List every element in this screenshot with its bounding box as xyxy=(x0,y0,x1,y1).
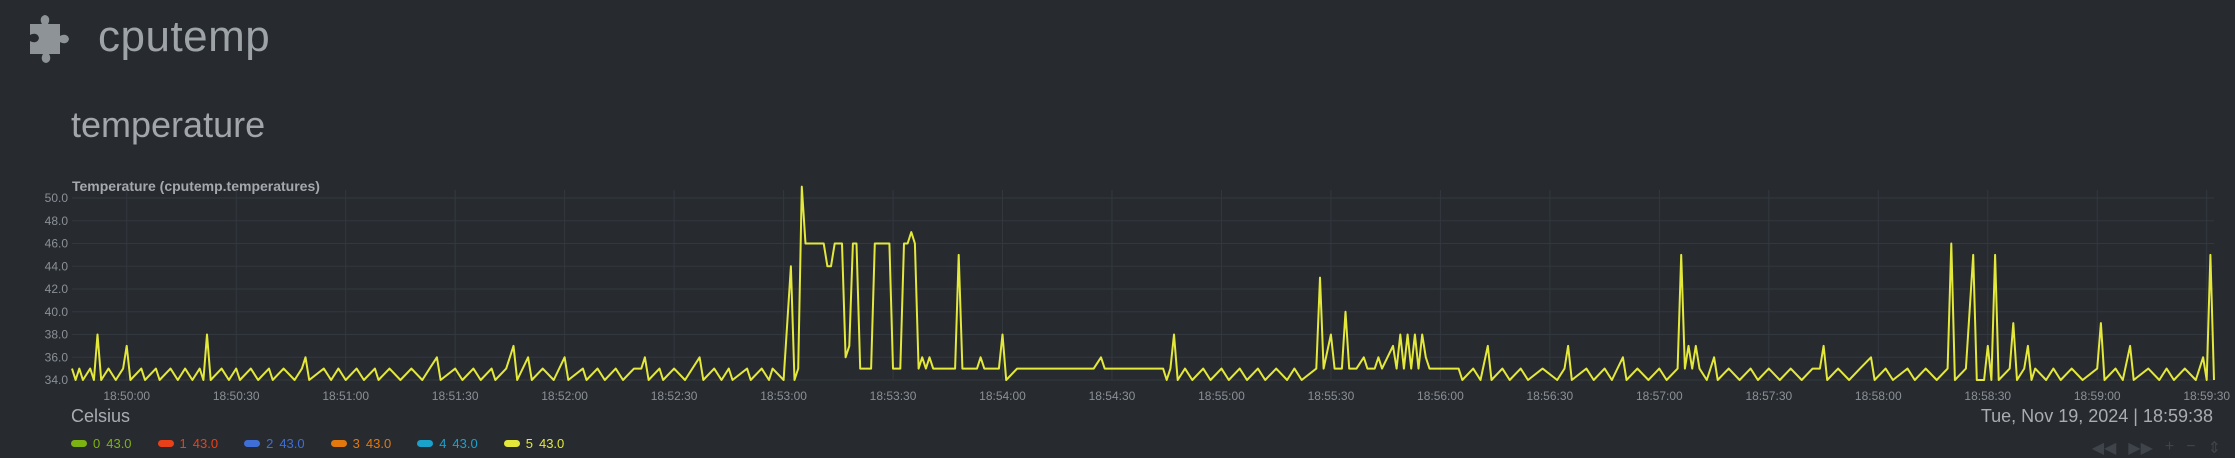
temperature-chart[interactable]: Temperature (cputemp.temperatures) 34.0 3… xyxy=(0,174,2235,458)
x-tick-label: 18:54:00 xyxy=(979,389,1026,403)
legend-value: 43.0 xyxy=(538,436,565,451)
legend-name: 0 xyxy=(93,436,101,451)
legend-name: 1 xyxy=(179,436,187,451)
pan-forward-icon[interactable]: ▶▶ xyxy=(2128,440,2153,457)
legend-value: 43.0 xyxy=(106,436,132,451)
zoom-in-icon[interactable]: + xyxy=(2164,438,2175,455)
x-tick-label: 18:56:30 xyxy=(1527,389,1574,403)
y-tick-label: 50.0 xyxy=(45,191,69,205)
legend-item-1[interactable]: 1 43.0 xyxy=(157,436,219,451)
legend-value: 43.0 xyxy=(279,436,305,451)
legend-name: 2 xyxy=(266,436,274,451)
pan-back-icon[interactable]: ◀◀ xyxy=(2091,440,2117,457)
datetime-label: Tue, Nov 19, 2024 | 18:59:38 xyxy=(1980,406,2213,426)
resize-icon[interactable]: ⇕ xyxy=(2207,440,2221,457)
x-tick-label: 18:50:00 xyxy=(103,389,150,403)
x-tick-label: 18:52:30 xyxy=(651,389,698,403)
x-tick-label: 18:51:00 xyxy=(322,389,369,403)
x-tick-label: 18:59:30 xyxy=(2183,389,2230,403)
legend-item-0[interactable]: 0 43.0 xyxy=(71,436,132,451)
x-tick-label: 18:55:00 xyxy=(1198,389,1245,403)
y-tick-label: 36.0 xyxy=(45,350,69,364)
legend-value: 43.0 xyxy=(452,436,478,451)
legend-swatch xyxy=(244,440,261,447)
legend-swatch xyxy=(417,440,434,447)
chart-canvas[interactable]: 34.0 36.0 38.0 40.0 42.0 44.0 46.0 48.0 50.0 18:5… xyxy=(0,174,2235,406)
legend-name: 4 xyxy=(439,436,447,451)
app-title: cputemp xyxy=(98,12,271,61)
chart-nav-controls: ◀◀ ▶▶ + − ⇕ xyxy=(2092,438,2221,458)
legend-swatch xyxy=(71,440,87,447)
y-tick-label: 48.0 xyxy=(45,214,69,228)
x-tick-label: 18:56:00 xyxy=(1417,389,1464,403)
legend-item-4[interactable]: 4 43.0 xyxy=(417,436,478,451)
y-tick-label: 44.0 xyxy=(45,259,69,273)
x-tick-label: 18:51:30 xyxy=(432,389,479,403)
legend-name: 5 xyxy=(525,436,533,451)
x-tick-label: 18:54:30 xyxy=(1089,389,1136,403)
units-label: Celsius xyxy=(71,406,131,426)
x-tick-label: 18:52:00 xyxy=(541,389,588,403)
y-tick-label: 40.0 xyxy=(45,305,69,319)
x-tick-label: 18:58:00 xyxy=(1855,389,1902,403)
app-header: cputemp xyxy=(26,6,270,68)
legend-value: 43.0 xyxy=(365,436,392,451)
x-tick-label: 18:55:30 xyxy=(1308,389,1355,403)
legend: 0 43.0 1 43.0 2 43.0 3 43.0 4 43.0 5 43.… xyxy=(71,436,564,451)
legend-swatch xyxy=(330,440,347,447)
x-tick-label: 18:57:00 xyxy=(1636,389,1683,403)
x-tick-label: 18:53:30 xyxy=(870,389,917,403)
section-title: temperature xyxy=(71,104,266,145)
x-tick-label: 18:50:30 xyxy=(213,389,260,403)
x-tick-label: 18:57:30 xyxy=(1745,389,1792,403)
legend-item-5[interactable]: 5 43.0 xyxy=(503,436,565,451)
series-line-5 xyxy=(71,185,2215,381)
legend-value: 43.0 xyxy=(192,436,219,451)
legend-swatch xyxy=(503,440,520,447)
puzzle-icon xyxy=(30,15,69,63)
y-tick-label: 42.0 xyxy=(45,282,69,296)
y-tick-label: 38.0 xyxy=(45,328,69,342)
legend-item-3[interactable]: 3 43.0 xyxy=(330,436,392,451)
legend-item-2[interactable]: 2 43.0 xyxy=(244,436,305,451)
x-tick-label: 18:59:00 xyxy=(2074,389,2121,403)
y-tick-label: 46.0 xyxy=(45,237,69,251)
legend-name: 3 xyxy=(352,436,360,451)
x-tick-label: 18:58:30 xyxy=(1964,389,2011,403)
y-tick-label: 34.0 xyxy=(45,373,69,387)
legend-swatch xyxy=(157,440,174,447)
x-tick-label: 18:53:00 xyxy=(760,389,807,403)
chart-title: Temperature (cputemp.temperatures) xyxy=(72,178,320,194)
zoom-out-icon[interactable]: − xyxy=(2186,438,2196,455)
